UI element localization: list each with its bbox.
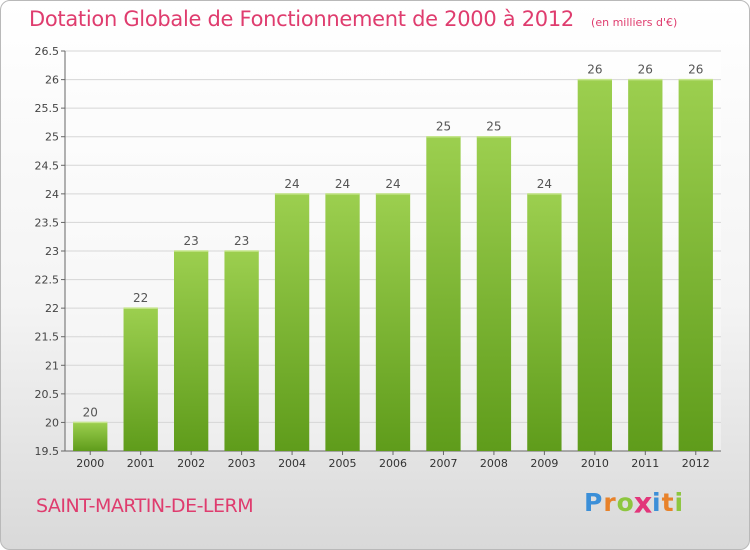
logo-letter: i	[674, 488, 685, 517]
x-tick-label: 2009	[530, 457, 558, 470]
data-label: 22	[133, 291, 148, 305]
data-label: 23	[184, 234, 199, 248]
bar	[375, 193, 411, 451]
y-tick-label: 23.5	[35, 216, 60, 229]
bar	[325, 193, 360, 451]
y-tick-label: 21.5	[35, 331, 60, 344]
x-tick-label: 2005	[329, 457, 357, 470]
data-label: 25	[486, 120, 501, 134]
data-label: 24	[385, 177, 400, 191]
bar	[173, 251, 209, 451]
y-tick-label: 20.5	[35, 388, 60, 401]
town-name: SAINT-MARTIN-DE-LERM	[36, 495, 254, 517]
logo-letter: t	[661, 488, 675, 517]
logo-letter: i	[652, 488, 662, 517]
x-tick-label: 2003	[228, 457, 256, 470]
data-label: 26	[688, 63, 703, 77]
x-tick-label: 2002	[177, 457, 205, 470]
bar	[274, 193, 310, 451]
chart-subtitle: (en milliers d'€)	[591, 16, 678, 29]
data-label: 25	[436, 120, 451, 134]
y-tick-label: 22.5	[35, 274, 60, 287]
bar	[73, 422, 108, 451]
logo-letter: P	[584, 488, 604, 517]
y-tick-label: 21	[45, 359, 59, 372]
bar	[577, 79, 613, 452]
y-tick-label: 26.5	[35, 45, 60, 58]
proxiti-logo: Proxiti	[584, 485, 685, 520]
x-tick-label: 2012	[682, 457, 710, 470]
x-tick-label: 2007	[429, 457, 457, 470]
bar	[678, 79, 713, 452]
y-tick-label: 24	[45, 188, 59, 201]
data-label: 20	[83, 405, 98, 419]
x-tick-label: 2010	[581, 457, 609, 470]
x-tick-label: 2011	[631, 457, 659, 470]
chart-title: Dotation Globale de Fonctionnement de 20…	[29, 7, 574, 31]
logo-letter: o	[616, 488, 635, 517]
y-tick-label: 22	[45, 302, 59, 315]
x-tick-label: 2006	[379, 457, 407, 470]
data-label: 23	[234, 234, 249, 248]
logo-letter: x	[633, 485, 654, 520]
data-label: 26	[638, 63, 653, 77]
y-tick-label: 26	[45, 74, 59, 87]
title-row: Dotation Globale de Fonctionnement de 20…	[29, 7, 677, 31]
y-tick-label: 25	[45, 131, 59, 144]
y-tick-label: 23	[45, 245, 59, 258]
y-tick-label: 19.5	[35, 445, 60, 458]
bar	[527, 193, 562, 451]
data-label: 24	[284, 177, 299, 191]
y-tick-label: 20	[45, 416, 59, 429]
data-label: 26	[587, 63, 602, 77]
x-tick-label: 2001	[127, 457, 155, 470]
x-tick-label: 2008	[480, 457, 508, 470]
x-tick-label: 2000	[76, 457, 104, 470]
y-tick-label: 25.5	[35, 102, 60, 115]
bar	[426, 136, 461, 451]
data-label: 24	[537, 177, 552, 191]
logo-letter: r	[603, 488, 617, 517]
bar	[224, 251, 259, 451]
x-tick-label: 2004	[278, 457, 306, 470]
bar	[476, 136, 512, 451]
y-tick-label: 24.5	[35, 159, 60, 172]
data-label: 24	[335, 177, 350, 191]
bar	[123, 308, 158, 451]
bar	[628, 79, 663, 452]
